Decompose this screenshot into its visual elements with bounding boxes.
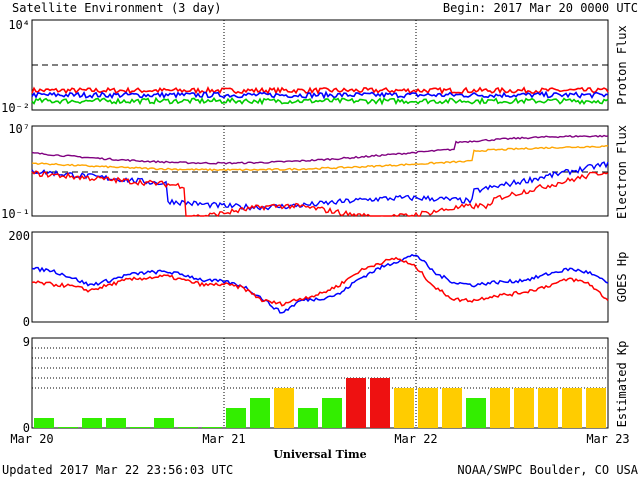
electron-ytick-top: 10⁷ — [8, 122, 30, 136]
electron-ylabel: Electron Flux — [615, 125, 629, 219]
electron-series-line — [31, 144, 609, 172]
electron-panel: 10⁷ 10⁻¹ Electron Flux — [1, 122, 629, 221]
electron-ytick-bottom: 10⁻¹ — [1, 207, 30, 221]
kp-bar — [418, 388, 438, 428]
kp-bar — [154, 418, 174, 428]
xaxis-label: Universal Time — [273, 448, 366, 461]
kp-panel: 9 0 Estimated Kp — [23, 335, 629, 435]
kp-bar — [226, 408, 246, 428]
goes-series-line — [31, 253, 609, 314]
kp-bar — [586, 388, 606, 428]
kp-bar — [82, 418, 102, 428]
kp-bar — [466, 398, 486, 428]
begin-time: Begin: 2017 Mar 20 0000 UTC — [443, 1, 638, 15]
xtick-mar20: Mar 20 — [10, 432, 53, 446]
proton-ytick-bottom: 10⁻² — [1, 101, 30, 115]
kp-bar — [274, 388, 294, 428]
goes-frame — [31, 231, 609, 323]
proton-series-line — [31, 96, 609, 106]
proton-ylabel: Proton Flux — [615, 25, 629, 104]
kp-bar — [514, 388, 534, 428]
proton-panel: 10⁴ 10⁻² Proton Flux — [1, 18, 629, 115]
electron-frame — [31, 125, 609, 217]
kp-bar — [106, 418, 126, 428]
kp-bar — [250, 398, 270, 428]
proton-ytick-top: 10⁴ — [8, 18, 30, 32]
kp-bar — [202, 427, 222, 428]
xtick-mar22: Mar 22 — [394, 432, 437, 446]
kp-bar — [322, 398, 342, 428]
goes-ylabel: GOES Hp — [615, 252, 629, 303]
goes-series-line — [31, 256, 609, 307]
goes-ytick-top: 200 — [8, 229, 30, 243]
kp-bar — [442, 388, 462, 428]
kp-bar — [538, 388, 558, 428]
page-title: Satellite Environment (3 day) — [12, 1, 222, 15]
credit: NOAA/SWPC Boulder, CO USA — [457, 463, 638, 477]
proton-series-line — [31, 85, 609, 96]
proton-series-line — [31, 90, 609, 100]
kp-ytick-bottom: 0 — [23, 421, 30, 435]
electron-series-line — [31, 134, 609, 165]
xtick-mar21: Mar 21 — [202, 432, 245, 446]
kp-bar — [178, 427, 198, 428]
kp-bar — [370, 378, 390, 428]
electron-series-line — [31, 170, 609, 218]
goes-ytick-bottom: 0 — [23, 315, 30, 329]
proton-frame — [31, 19, 609, 111]
kp-bar — [346, 378, 366, 428]
kp-bar — [130, 427, 150, 428]
kp-bar — [298, 408, 318, 428]
electron-series-line — [31, 161, 609, 211]
kp-ytick-top: 9 — [23, 335, 30, 349]
updated-timestamp: Updated 2017 Mar 22 23:56:03 UTC — [2, 463, 233, 477]
xtick-mar23: Mar 23 — [586, 432, 629, 446]
kp-bar — [562, 388, 582, 428]
kp-bar — [394, 388, 414, 428]
goes-panel: 200 0 GOES Hp — [8, 229, 629, 329]
kp-bar — [34, 418, 54, 428]
kp-bar — [490, 388, 510, 428]
kp-ylabel: Estimated Kp — [615, 341, 629, 428]
kp-bar — [58, 427, 78, 428]
